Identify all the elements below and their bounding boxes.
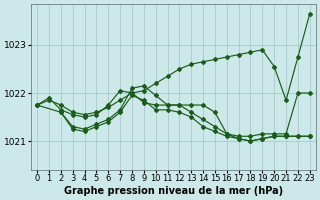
X-axis label: Graphe pression niveau de la mer (hPa): Graphe pression niveau de la mer (hPa) xyxy=(64,186,283,196)
